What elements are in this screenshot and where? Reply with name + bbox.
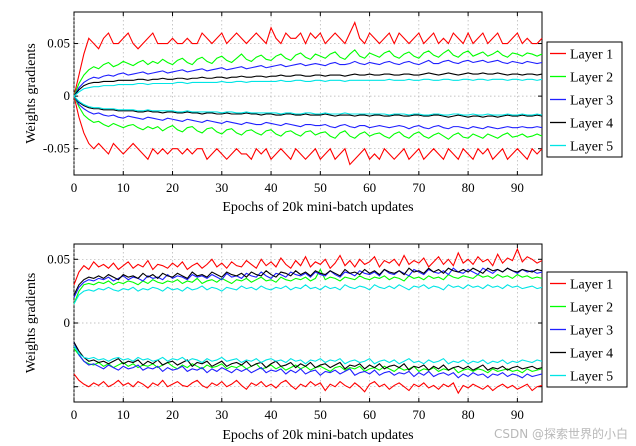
legend-label: Layer 5 [570, 370, 613, 385]
watermark: CSDN @探索世界的小白 [493, 427, 628, 441]
x-tick-label: 70 [412, 180, 425, 195]
legend-label: Layer 1 [570, 278, 613, 293]
x-tick-label: 0 [71, 180, 78, 195]
x-tick-label: 50 [314, 180, 327, 195]
x-tick-label: 40 [265, 180, 278, 195]
series-line-layer-2-upper [73, 268, 543, 305]
x-tick-label: 60 [363, 180, 376, 195]
series-line-layer-5-upper [73, 78, 543, 97]
x-axis-label: Epochs of 20k mini-batch updates [222, 200, 413, 215]
x-tick-label: 30 [215, 407, 228, 422]
x-tick-label: 40 [265, 407, 278, 422]
x-tick-label: 20 [166, 180, 179, 195]
legend-label: Layer 4 [570, 117, 613, 132]
series-line-layer-2-lower [73, 95, 543, 140]
series-line-layer-5-lower [73, 345, 543, 365]
x-tick-label: 70 [412, 407, 425, 422]
series-line-layer-4-upper [73, 72, 543, 97]
x-tick-label: 10 [117, 180, 130, 195]
x-tick-label: 10 [117, 407, 130, 422]
y-tick-label: 0 [64, 88, 71, 103]
series-line-layer-3-upper [73, 59, 543, 97]
series-line-layer-1-upper [73, 21, 543, 97]
legend-label: Layer 2 [570, 301, 613, 316]
x-axis-label: Epochs of 20k mini-batch updates [222, 428, 413, 443]
y-tick-label: 0.05 [47, 251, 70, 266]
y-axis-label: Weights gradients [24, 43, 39, 143]
series-line-layer-4-lower [73, 341, 543, 371]
plot-area-1 [73, 11, 543, 176]
x-tick-label: 0 [71, 407, 78, 422]
series-line-layer-5-lower [73, 95, 543, 116]
legend-label: Layer 4 [570, 347, 613, 362]
x-tick-label: 30 [215, 180, 228, 195]
series-line-layer-3-lower [73, 341, 543, 379]
series-line-layer-2-lower [73, 348, 543, 374]
legend-label: Layer 3 [570, 94, 613, 109]
series-line-layer-5-upper [73, 284, 543, 305]
series-line-layer-1-upper [73, 247, 543, 285]
legend-label: Layer 2 [570, 71, 613, 86]
y-tick-label: 0 [64, 315, 71, 330]
y-tick-label: 0.05 [47, 36, 70, 51]
legend-label: Layer 3 [570, 324, 613, 339]
x-tick-label: 50 [314, 407, 327, 422]
series-line-layer-3-upper [73, 267, 543, 298]
y-tick-label: -0.05 [43, 141, 70, 156]
x-tick-label: 80 [462, 407, 475, 422]
legend-label: Layer 5 [570, 140, 613, 155]
series-line-layer-1-lower [73, 96, 543, 166]
series-line-layer-1-lower [73, 373, 543, 395]
x-tick-label: 80 [462, 180, 475, 195]
x-tick-label: 60 [363, 407, 376, 422]
x-tick-label: 90 [511, 180, 524, 195]
series-line-layer-3-lower [73, 95, 543, 130]
y-axis-label: Weights gradients [24, 273, 39, 373]
series-line-layer-2-upper [73, 49, 543, 97]
series-line-layer-4-lower [73, 95, 543, 118]
legend-label: Layer 1 [570, 48, 613, 63]
series-line-layer-4-upper [73, 267, 543, 296]
plot-area-2 [73, 243, 543, 403]
x-tick-label: 90 [511, 407, 524, 422]
x-tick-label: 20 [166, 407, 179, 422]
